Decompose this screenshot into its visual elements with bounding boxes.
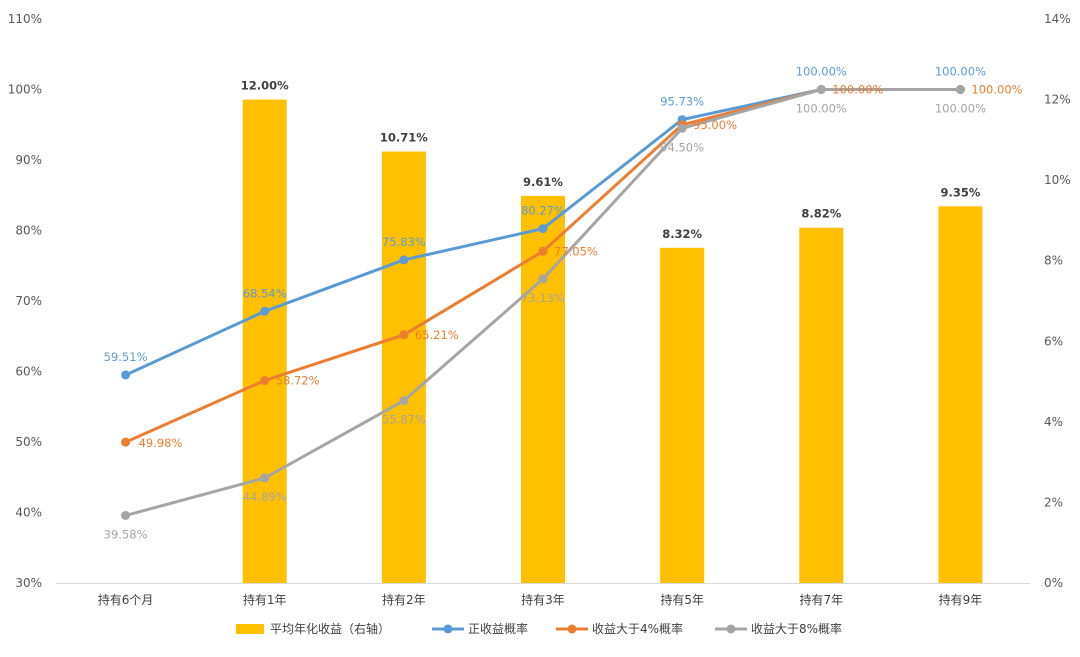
series-point: [121, 510, 131, 520]
series-data-label: 95.73%: [660, 95, 704, 109]
bar-data-label: 12.00%: [241, 79, 289, 93]
series-point: [538, 224, 548, 234]
right-axis-tick-label: 12%: [1044, 93, 1071, 107]
series-data-label: 100.00%: [796, 102, 847, 116]
series-data-label: 58.72%: [276, 374, 320, 388]
bar-data-label: 9.35%: [940, 185, 980, 199]
series-data-label: 44.89%: [243, 490, 287, 504]
series-point: [121, 437, 131, 447]
series-point: [816, 85, 826, 94]
series-data-label: 100.00%: [935, 65, 986, 79]
left-axis-tick-label: 100%: [8, 83, 42, 97]
x-axis-tick-label: 持有9年: [939, 592, 983, 607]
right-axis-tick-label: 0%: [1044, 576, 1063, 590]
bar-data-label: 8.32%: [662, 227, 702, 241]
bar: [242, 99, 287, 584]
series-data-label: 80.27%: [521, 204, 565, 218]
series-point: [260, 473, 270, 483]
bar-data-label: 9.61%: [523, 175, 563, 189]
bar: [938, 206, 983, 584]
series-data-label: 75.83%: [382, 235, 426, 249]
right-axis-tick-label: 4%: [1044, 415, 1063, 429]
series-data-label: 39.58%: [104, 527, 148, 541]
series-data-label: 68.54%: [243, 286, 287, 300]
bar-data-label: 8.82%: [801, 207, 841, 221]
legend-swatch-bar: [236, 624, 264, 634]
series-point: [260, 376, 270, 386]
x-axis-tick-label: 持有7年: [799, 592, 843, 607]
legend-swatch-marker: [567, 624, 577, 634]
right-axis-tick-label: 6%: [1044, 334, 1063, 348]
bar: [799, 227, 844, 583]
left-axis-tick-label: 80%: [15, 224, 42, 238]
left-axis-tick-label: 90%: [15, 153, 42, 167]
series-data-label: 49.98%: [139, 436, 183, 450]
left-axis-tick-label: 50%: [15, 435, 42, 449]
series-point: [677, 123, 687, 133]
legend-label: 收益大于8%概率: [751, 621, 842, 636]
right-axis-tick-label: 10%: [1044, 173, 1071, 187]
bars-layer: [242, 99, 983, 584]
bar-data-label: 10.71%: [380, 131, 428, 145]
series-data-label: 94.50%: [660, 140, 704, 154]
axes-layer: 30% 40% 50% 60% 70% 80% 90% 100% 110% 0% 2% 4% 6% 8% 1…: [8, 12, 1071, 607]
series-data-label: 100.00%: [796, 65, 847, 79]
left-axis-tick-label: 110%: [8, 12, 42, 26]
series-point: [399, 255, 409, 265]
bar: [381, 151, 426, 584]
data-labels-layer: 12.00% 10.71% 9.61% 8.32% 8.82% 9.35% 59.51% 68…: [104, 65, 1023, 542]
right-axis-tick-label: 14%: [1044, 12, 1071, 26]
series-data-label: 95.00%: [693, 118, 737, 132]
series-data-label: 73.13%: [521, 291, 565, 305]
x-axis-tick-label: 持有1年: [243, 592, 287, 607]
series-data-label: 100.00%: [971, 83, 1022, 97]
series-data-label: 100.00%: [832, 83, 883, 97]
legend: 平均年化收益（右轴） 正收益概率 收益大于4%概率 收益大于8%概率: [236, 621, 842, 636]
right-axis-tick-label: 8%: [1044, 254, 1063, 268]
legend-label: 正收益概率: [468, 621, 528, 636]
right-axis-tick-label: 2%: [1044, 495, 1063, 509]
series-point: [260, 306, 270, 316]
series-point: [121, 370, 131, 380]
series-data-label: 55.87%: [382, 413, 426, 427]
series-data-label: 77.05%: [554, 244, 598, 258]
x-axis-tick-label: 持有6个月: [98, 592, 154, 607]
left-axis-tick-label: 60%: [15, 365, 42, 379]
series-point: [955, 85, 965, 94]
x-axis-tick-label: 持有2年: [382, 592, 426, 607]
series-point: [399, 396, 409, 406]
legend-label: 平均年化收益（右轴）: [270, 621, 390, 636]
x-axis-tick-label: 持有3年: [521, 592, 565, 607]
left-axis-tick-label: 70%: [15, 294, 42, 308]
legend-swatch-marker: [443, 624, 453, 634]
x-axis-tick-label: 持有5年: [660, 592, 704, 607]
series-point: [538, 274, 548, 284]
left-axis-tick-label: 30%: [15, 576, 42, 590]
series-data-label: 100.00%: [935, 102, 986, 116]
series-data-label: 59.51%: [104, 350, 148, 364]
legend-label: 收益大于4%概率: [592, 621, 683, 636]
series-point: [399, 330, 409, 340]
legend-swatch-marker: [726, 624, 736, 634]
bar: [660, 247, 705, 583]
left-axis-tick-label: 40%: [15, 506, 42, 520]
series-point: [538, 246, 548, 256]
series-data-label: 65.21%: [415, 328, 459, 342]
lines-layer: [121, 85, 965, 520]
